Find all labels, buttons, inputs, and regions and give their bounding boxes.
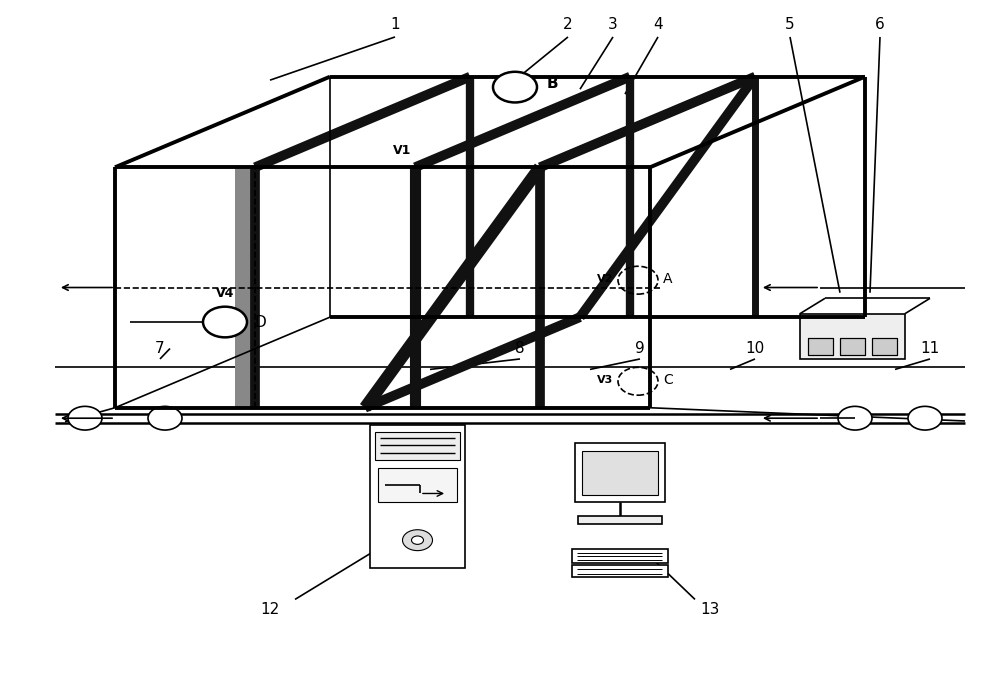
Text: 8: 8 [515,341,525,356]
Bar [572,549,668,563]
Text: V4: V4 [216,286,234,300]
Circle shape [68,406,102,430]
Text: V3: V3 [597,375,613,385]
Bar [808,338,833,355]
Bar [840,338,865,355]
Bar [575,443,665,502]
Text: 3: 3 [608,17,618,32]
Circle shape [493,72,537,102]
Bar [582,451,658,495]
Text: 12: 12 [260,602,280,618]
Bar [840,338,865,355]
Text: 13: 13 [700,602,720,618]
Text: A: A [663,272,672,286]
Text: D: D [255,314,267,330]
Circle shape [412,536,424,544]
Polygon shape [235,167,255,408]
Polygon shape [115,167,650,408]
Bar [808,338,833,355]
Text: 1: 1 [390,17,400,32]
Text: 2: 2 [563,17,573,32]
Bar [578,516,662,524]
Text: 10: 10 [745,341,765,356]
Bar [800,314,905,359]
Text: 4: 4 [653,17,663,32]
Bar [572,565,668,577]
Circle shape [203,307,247,337]
Text: 9: 9 [635,341,645,356]
Circle shape [838,406,872,430]
Bar [872,338,897,355]
Bar [378,468,457,502]
Circle shape [908,406,942,430]
Bar [375,432,460,460]
Text: 5: 5 [785,17,795,32]
Text: B: B [547,76,559,91]
Text: C: C [663,373,673,387]
Polygon shape [650,77,865,408]
Text: 7: 7 [155,341,165,356]
Circle shape [402,530,432,551]
Circle shape [148,406,182,430]
Text: 11: 11 [920,341,940,356]
Text: 6: 6 [875,17,885,32]
Bar [872,338,897,355]
Polygon shape [115,77,865,167]
Text: V1: V1 [393,144,412,157]
Bar [370,425,465,568]
Text: V2: V2 [597,274,613,284]
